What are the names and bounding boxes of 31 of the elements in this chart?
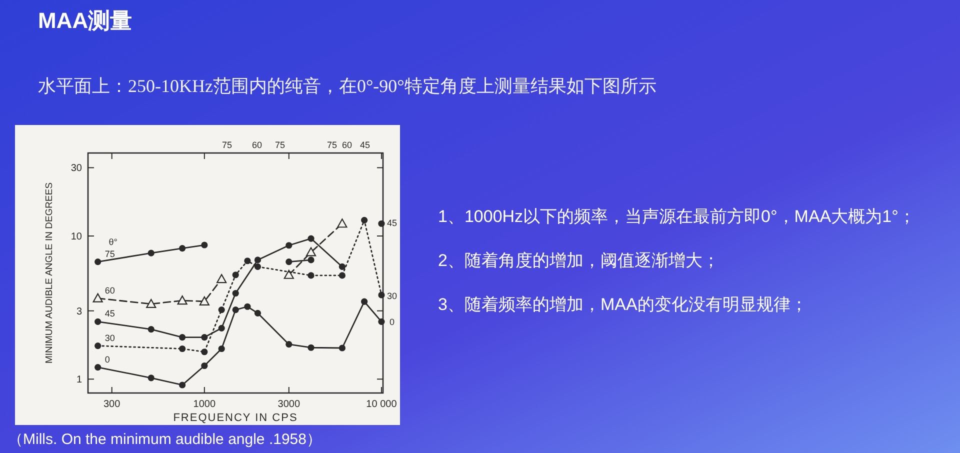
legend-label: 45 (104, 308, 115, 319)
annotation: 30 (104, 332, 115, 343)
y-tick-label: 3 (76, 306, 82, 318)
x-tick-label: 3000 (278, 399, 300, 410)
y-axis-title: MINIMUM AUDIBLE ANGLE IN DEGREES (44, 182, 55, 364)
text: 60 (342, 140, 352, 150)
text: 1、1000Hz以下的频率，当声源在最前方即0°，MAA大概为1°； (438, 207, 916, 226)
series-label: 60 (104, 285, 115, 296)
text: 75 (326, 140, 338, 150)
x-tick-label: 10 000 (366, 399, 398, 410)
text: 2、随着角度的增加，阈值逐渐增大； (438, 251, 720, 270)
text: （Mills. On the minimum audible angle .1958） (8, 431, 322, 448)
y-tick-label: 1 (76, 374, 82, 386)
x-tick-label: 300 (104, 399, 121, 410)
text: 45 (386, 218, 398, 228)
annotation: θ° (108, 237, 118, 247)
text: 75 (222, 140, 232, 150)
text: 45 (360, 140, 370, 150)
x-axis-title: FREQUENCY IN CPS (173, 412, 298, 424)
series-label: 0 (104, 354, 110, 364)
chart-subtitle: 水平面上：250-10KHz范围内的纯音，在0°-90°特定角度上测量结果如下图所示 (38, 76, 656, 96)
x-tick-label: 1000 (193, 399, 216, 410)
y-tick-label: 10 (70, 231, 82, 242)
chart-title: MAA测量 (38, 8, 132, 33)
series-label: 75 (104, 248, 115, 259)
y-tick-label: 30 (70, 163, 82, 174)
series-label: 30 (386, 291, 398, 301)
text: 0 (389, 317, 395, 327)
text: 75 (274, 140, 286, 150)
text: 3、随着频率的增加，MAA的变化没有明显规律； (438, 295, 808, 314)
text: 60 (252, 140, 262, 150)
